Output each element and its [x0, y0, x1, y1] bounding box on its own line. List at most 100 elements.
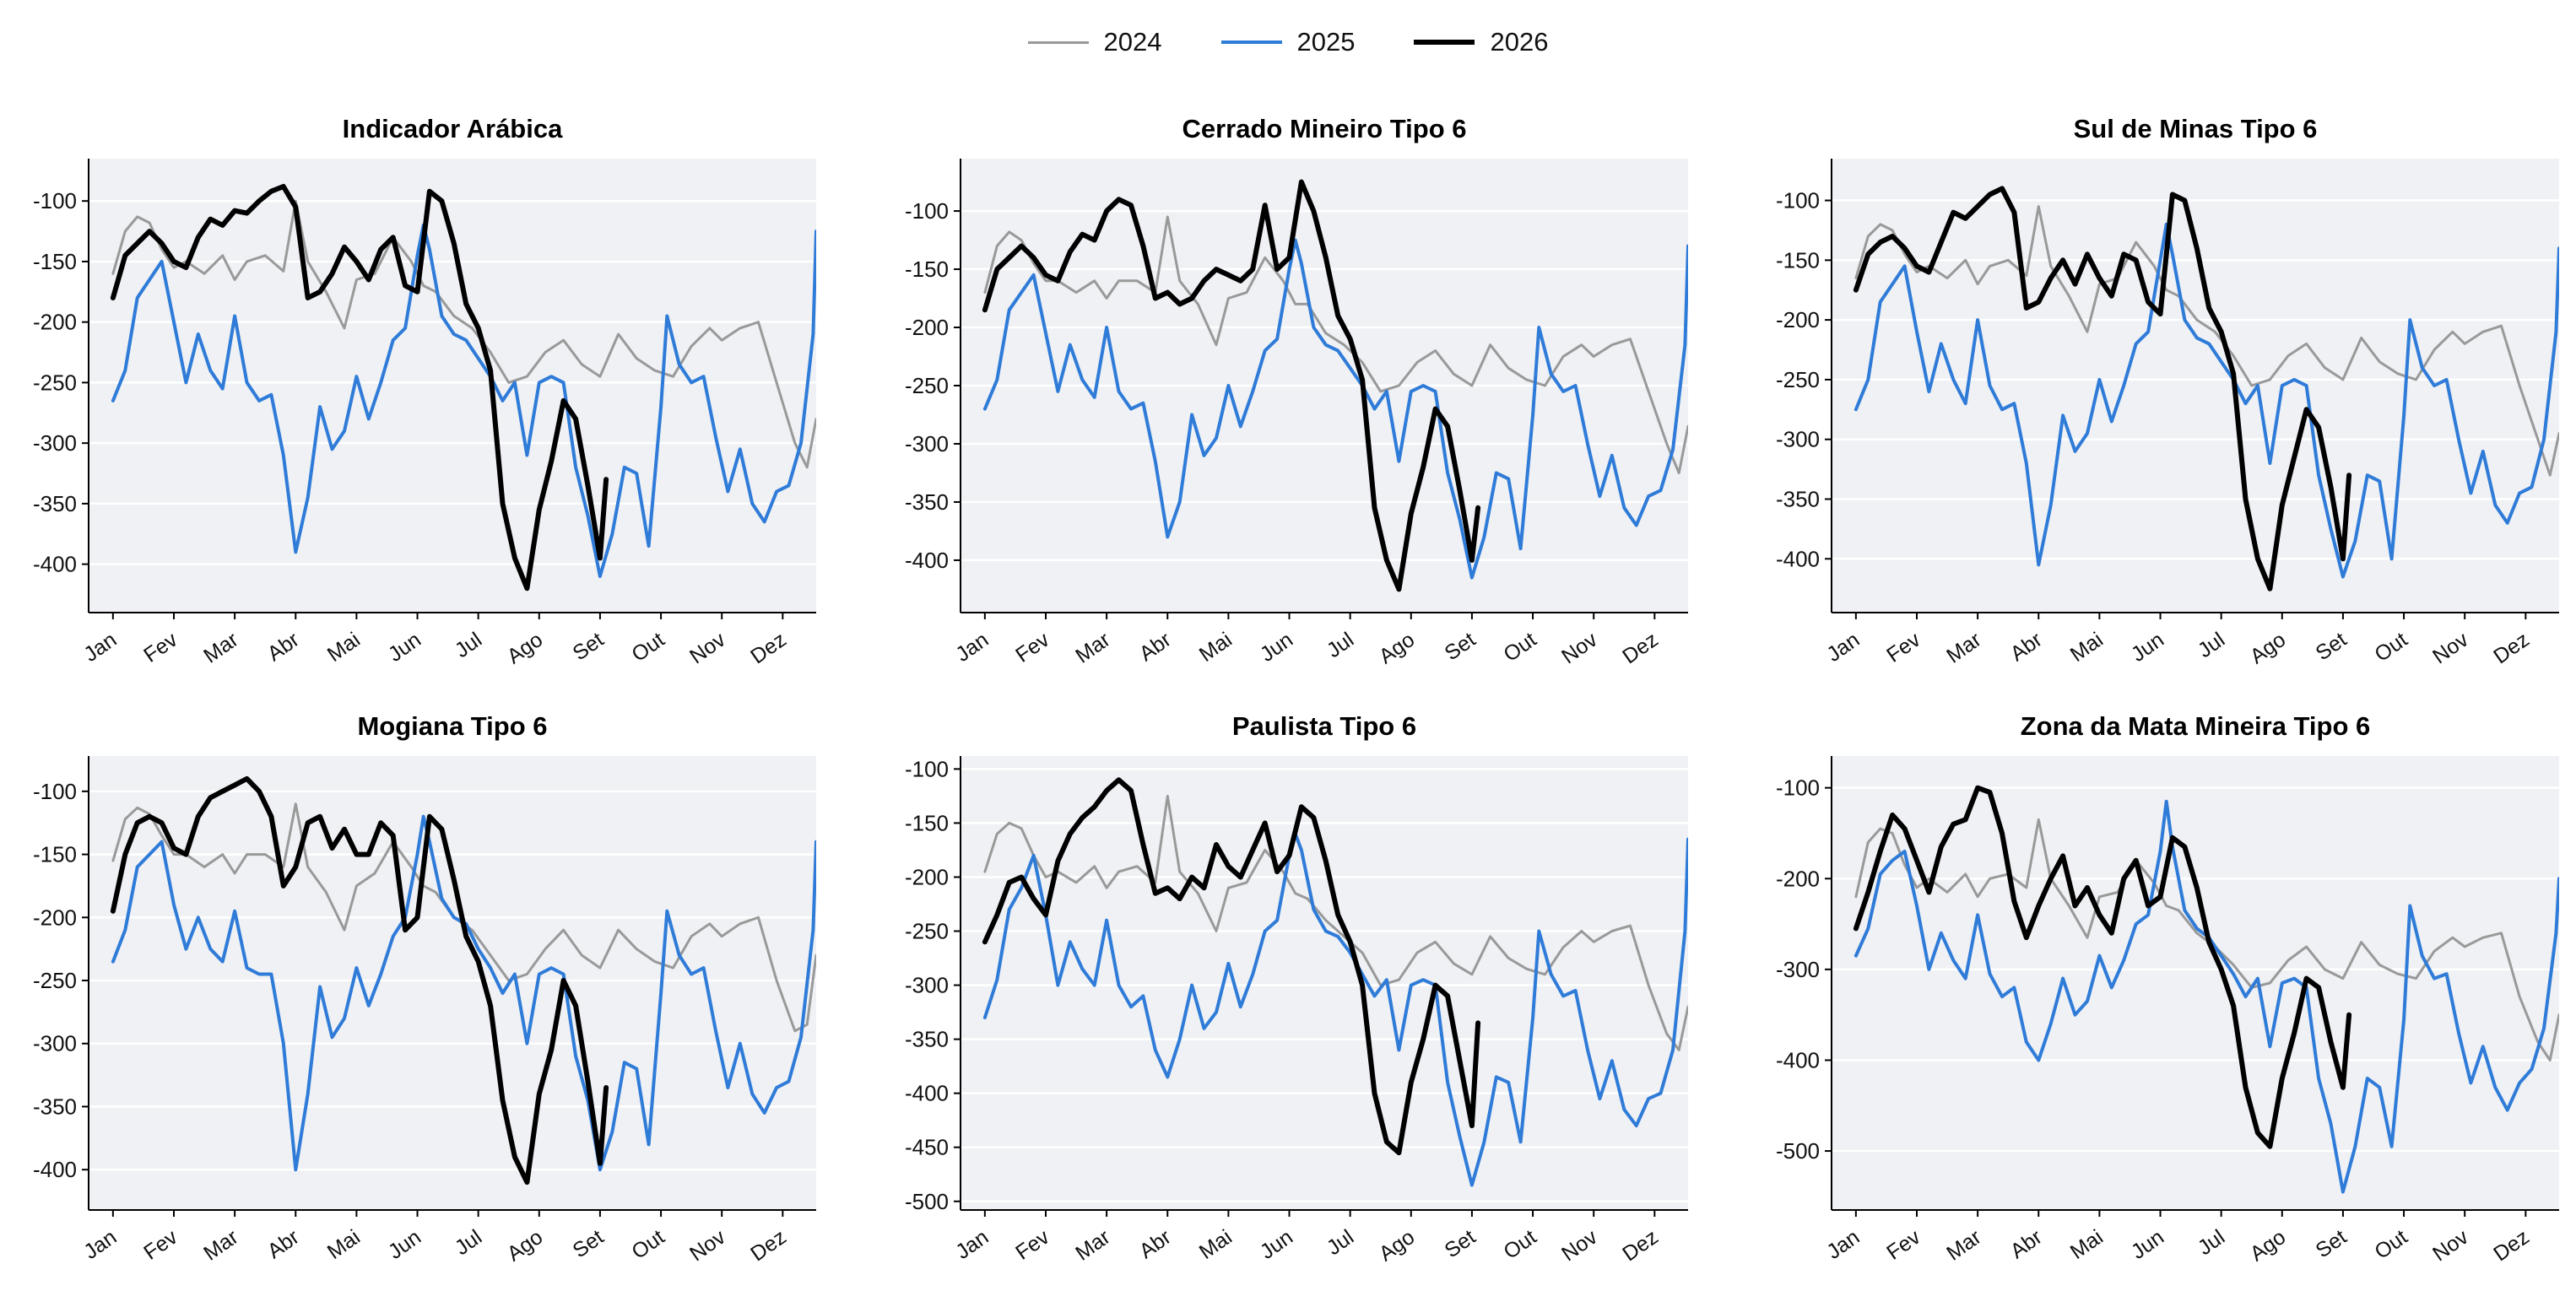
x-tick-label: Mai: [1195, 1225, 1237, 1264]
series-line-2025: [1854, 222, 2559, 579]
y-tick-label: -350: [905, 1027, 949, 1052]
chart-title: Sul de Minas Tipo 6: [2074, 114, 2318, 143]
x-tick-label: Out: [2370, 628, 2411, 667]
x-tick-label: Jul: [1323, 1225, 1358, 1260]
series-line-2025: [111, 223, 816, 578]
x-tick-label: Nov: [685, 628, 730, 669]
x-tick-label: Jan: [1822, 1225, 1864, 1264]
y-tick-label: -300: [1776, 957, 1820, 982]
x-tick-label: Out: [627, 628, 668, 667]
x-tick-label: Set: [1441, 628, 1480, 665]
x-tick-label: Nov: [685, 1225, 730, 1267]
y-tick-label: -250: [905, 373, 949, 398]
chart-panel: -100 -150 -200 -250 -300 -350 -400 Jan Fev Mar Abr…: [33, 114, 816, 668]
legend-label-2024: 2024: [1103, 27, 1162, 57]
legend-label-2026: 2026: [1490, 27, 1549, 57]
x-tick-label: Jan: [79, 1225, 121, 1264]
x-tick-label: Dez: [2489, 1225, 2533, 1266]
legend-swatch-2026: [1414, 40, 1475, 45]
x-tick-label: Fev: [1011, 628, 1054, 667]
x-tick-label: Mai: [1195, 628, 1237, 667]
x-tick-label: Dez: [1618, 628, 1662, 668]
x-tick-label: Abr: [263, 1225, 304, 1263]
x-tick-label: Nov: [1557, 628, 1602, 669]
x-tick-label: Mar: [1071, 628, 1114, 668]
x-tick-label: Out: [1499, 1225, 1540, 1264]
legend-label-2025: 2025: [1296, 27, 1356, 57]
x-tick-label: Mai: [323, 628, 365, 667]
legend-item-2024: 2024: [1027, 27, 1162, 57]
x-tick-label: Ago: [2246, 1225, 2290, 1266]
chart-title: Paulista Tipo 6: [1232, 711, 1416, 741]
y-tick-label: -500: [905, 1189, 949, 1214]
chart-title: Mogiana Tipo 6: [357, 711, 547, 741]
x-tick-label: Jun: [1256, 1225, 1297, 1264]
chart-panel: -100 -150 -200 -250 -300 -350 -400 Jan Fev Mar Abr…: [33, 711, 816, 1266]
x-tick-label: Nov: [1557, 1225, 1602, 1267]
x-tick-label: Set: [2312, 1225, 2351, 1262]
y-tick-label: -400: [1776, 546, 1820, 571]
series-line-2026: [1853, 785, 2352, 1149]
y-tick-label: -450: [905, 1135, 949, 1160]
series-line-2026: [110, 184, 609, 591]
y-tick-label: -250: [33, 968, 77, 993]
y-tick-label: -100: [905, 756, 949, 781]
x-tick-label: Set: [569, 628, 609, 665]
y-tick-label: -400: [1776, 1047, 1820, 1072]
y-tick-label: -150: [33, 249, 77, 274]
y-tick-label: -250: [1776, 367, 1820, 392]
x-tick-label: Jun: [1256, 628, 1297, 667]
x-tick-label: Jul: [2194, 628, 2229, 662]
y-tick-label: -150: [905, 257, 949, 282]
x-tick-label: Fev: [1882, 628, 1925, 667]
x-tick-label: Jan: [1822, 628, 1864, 667]
plot-area: [1832, 756, 2559, 1210]
x-tick-label: Mar: [1942, 1225, 1985, 1266]
y-tick-label: -150: [33, 842, 77, 867]
x-tick-label: Set: [1441, 1225, 1480, 1262]
x-tick-label: Fev: [1011, 1225, 1054, 1265]
y-tick-label: -250: [905, 919, 949, 944]
y-tick-label: -250: [33, 370, 77, 395]
x-tick-label: Abr: [1135, 628, 1176, 666]
x-tick-label: Jun: [384, 628, 425, 667]
x-tick-label: Jul: [451, 628, 486, 662]
x-tick-label: Dez: [746, 628, 790, 668]
x-tick-label: Dez: [2489, 628, 2533, 668]
legend: 2024 2025 2026: [0, 19, 2576, 66]
y-tick-label: -200: [33, 905, 77, 930]
x-tick-label: Jun: [2127, 628, 2168, 667]
y-tick-label: -150: [1776, 247, 1820, 273]
series-line-2025: [982, 238, 1688, 580]
y-tick-label: -100: [1776, 188, 1820, 213]
legend-swatch-2025: [1220, 41, 1282, 44]
x-tick-label: Mai: [2066, 628, 2108, 667]
y-tick-label: -300: [33, 430, 77, 456]
x-tick-label: Fev: [1882, 1225, 1925, 1265]
x-tick-label: Fev: [139, 1225, 182, 1265]
legend-item-2025: 2025: [1220, 27, 1356, 57]
x-tick-label: Mai: [2066, 1225, 2108, 1264]
chart-panel: -100 -200 -300 -400 -500 Jan Fev Mar Abr Mai Jun Ju…: [1776, 711, 2559, 1266]
x-tick-label: Jan: [951, 1225, 993, 1264]
y-tick-label: -350: [905, 489, 949, 515]
x-tick-label: Jan: [951, 628, 993, 667]
x-tick-label: Jul: [451, 1225, 486, 1260]
x-tick-label: Mar: [199, 628, 242, 668]
x-tick-label: Mar: [1071, 1225, 1114, 1266]
series-line-2025: [982, 832, 1688, 1187]
chart-panel: -100 -150 -200 -250 -300 -350 -400 Jan Fev Mar Abr…: [1776, 114, 2559, 668]
x-tick-label: Nov: [2428, 1225, 2473, 1267]
chart-title: Cerrado Mineiro Tipo 6: [1182, 114, 1466, 143]
x-tick-label: Ago: [2246, 628, 2290, 668]
series-line-2026: [1853, 186, 2352, 591]
x-tick-label: Dez: [746, 1225, 790, 1266]
plot-area: [961, 756, 1688, 1210]
x-tick-label: Out: [2370, 1225, 2411, 1264]
x-tick-label: Ago: [1375, 1225, 1419, 1266]
x-tick-label: Jan: [79, 628, 121, 667]
y-tick-label: -400: [905, 548, 949, 573]
x-tick-label: Ago: [503, 628, 547, 668]
